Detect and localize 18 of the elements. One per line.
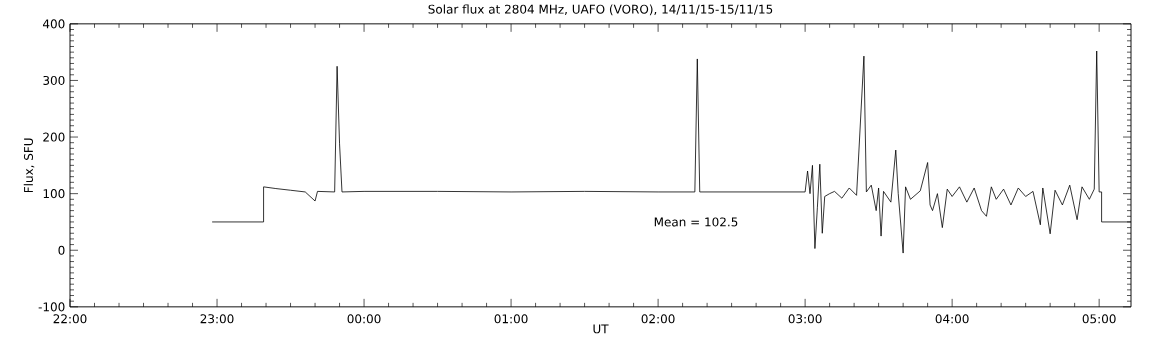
x-tick-label: 04:00: [935, 314, 969, 324]
x-tick-label: 22:00: [53, 314, 87, 324]
x-axis-title: UT: [593, 324, 609, 334]
y-tick-label: 200: [43, 132, 65, 142]
y-tick-label: 400: [42, 19, 65, 29]
x-tick-label: 23:00: [200, 314, 234, 324]
x-tick-label: 03:00: [788, 314, 822, 324]
y-tick-label: 100: [43, 189, 65, 199]
annotation: Mean = 102.5: [654, 217, 738, 227]
y-tick-label: -100: [38, 302, 65, 312]
y-tick-label: 0: [58, 245, 65, 255]
y-axis-title: Flux, SFU: [23, 138, 35, 193]
x-tick-label: 05:00: [1082, 314, 1116, 324]
y-tick-label: 300: [43, 75, 65, 86]
x-tick-label: 00:00: [347, 314, 381, 324]
x-tick-label: 01:00: [494, 314, 528, 324]
chart-title: Solar flux at 2804 MHz, UAFO (VORO), 14/11/15-15/11/15: [428, 4, 773, 16]
x-tick-label: 02:00: [641, 314, 675, 324]
